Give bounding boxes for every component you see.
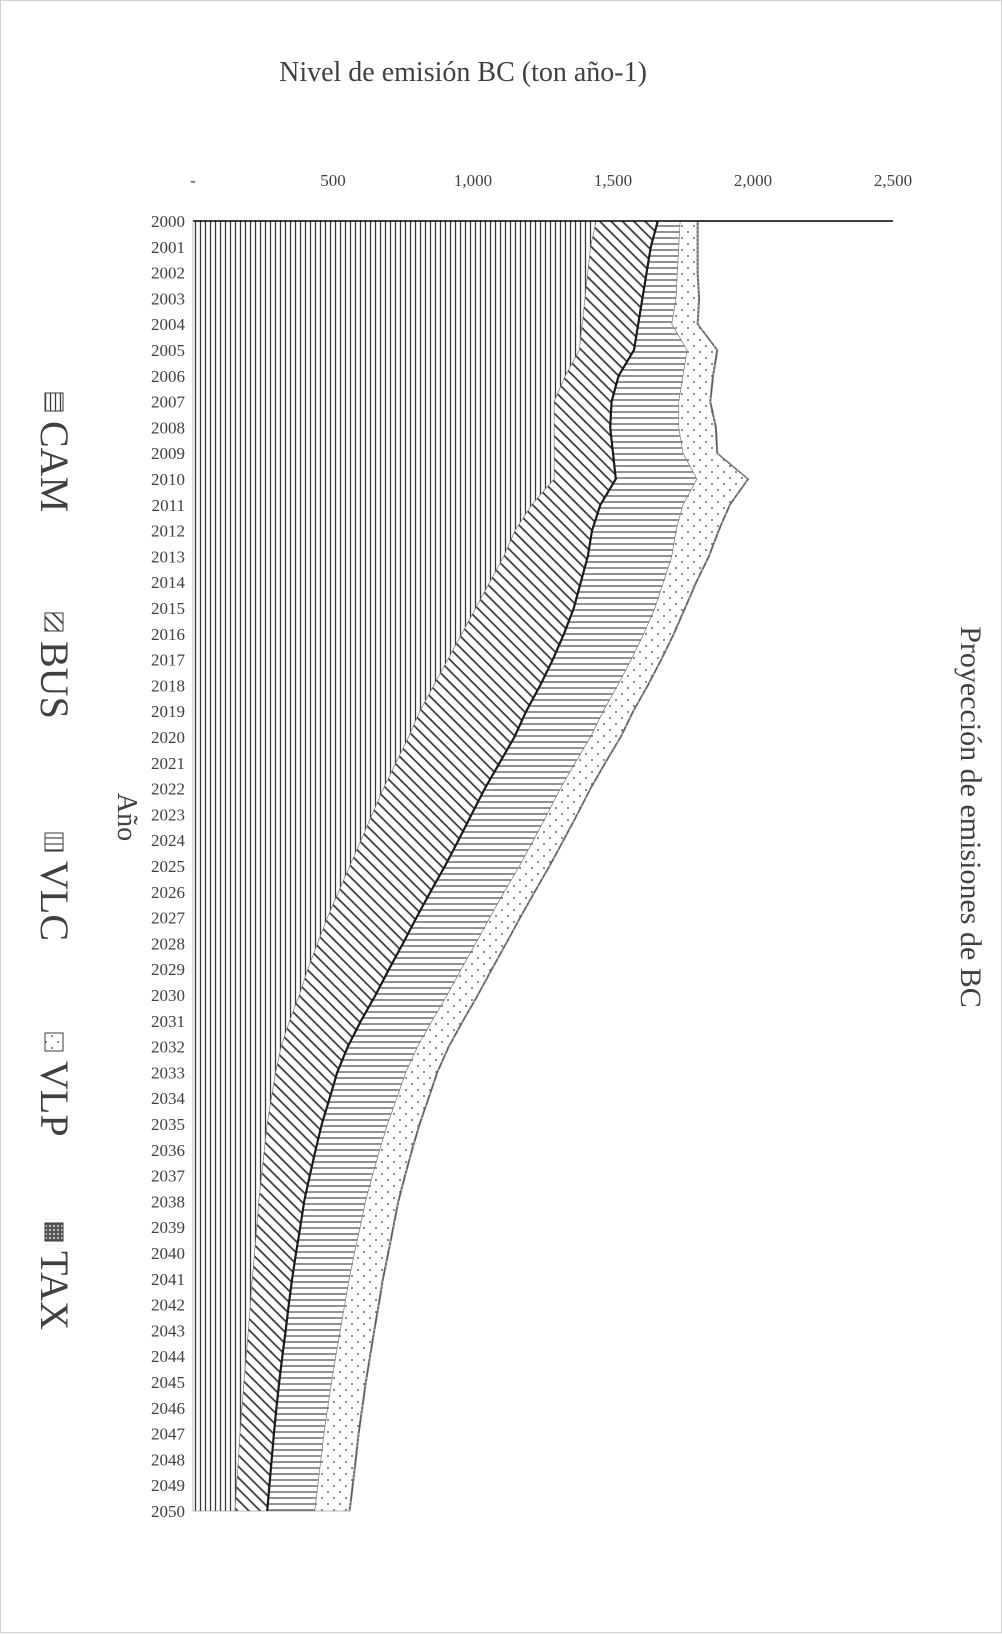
x-tick-label: 2014 xyxy=(151,573,186,592)
x-tick-label: 2007 xyxy=(151,393,186,412)
legend-swatch-tax xyxy=(44,1222,64,1242)
x-tick-label: 2032 xyxy=(151,1038,185,1057)
legend-label-tax: TAX xyxy=(32,1251,77,1330)
x-tick-label: 2041 xyxy=(151,1270,185,1289)
x-tick-label: 2034 xyxy=(151,1089,186,1108)
legend-swatch-vlc xyxy=(44,832,64,852)
x-tick-label: 2029 xyxy=(151,960,185,979)
legend-swatch-vlp xyxy=(44,1032,64,1052)
legend-label-bus: BUS xyxy=(32,641,77,719)
x-tick-label: 2049 xyxy=(151,1476,185,1495)
x-tick-label: 2044 xyxy=(151,1347,186,1366)
y-axis-title: Nivel de emisión BC (ton año-1) xyxy=(279,57,647,88)
x-tick-label: 2019 xyxy=(151,702,185,721)
x-tick-label: 2038 xyxy=(151,1192,185,1211)
legend-label-vlp: VLP xyxy=(32,1061,77,1137)
x-tick-label: 2043 xyxy=(151,1321,185,1340)
plot-area: - 500 1,000 1,500 2,000 2,500 2000 2001 2002 2003… xyxy=(151,171,912,1521)
x-axis-title: Año xyxy=(111,793,142,841)
y-tick-label: 1,500 xyxy=(594,171,632,190)
x-tick-label: 2026 xyxy=(151,883,185,902)
x-tick-label: 2027 xyxy=(151,909,186,928)
y-tick-label: 1,000 xyxy=(454,171,492,190)
x-tick-label: 2008 xyxy=(151,418,185,437)
x-tick-label: 2001 xyxy=(151,238,185,257)
x-tick-label: 2042 xyxy=(151,1296,185,1315)
x-tick-label: 2010 xyxy=(151,470,185,489)
x-tick-label: 2020 xyxy=(151,728,185,747)
x-tick-label: 2039 xyxy=(151,1218,185,1237)
x-tick-label: 2028 xyxy=(151,934,185,953)
legend-label-cam: CAM xyxy=(32,421,77,512)
x-tick-label: 2015 xyxy=(151,599,185,618)
y-tick-label: 2,500 xyxy=(874,171,912,190)
legend: CAM BUS VLC VLP TAX xyxy=(32,392,77,1330)
x-tick-label: 2006 xyxy=(151,367,185,386)
x-tick-label: 2002 xyxy=(151,264,185,283)
x-tick-label: 2009 xyxy=(151,444,185,463)
x-tick-label: 2050 xyxy=(151,1502,185,1521)
x-tick-label: 2024 xyxy=(151,831,186,850)
x-tick-label: 2012 xyxy=(151,522,185,541)
x-tick-label: 2030 xyxy=(151,986,185,1005)
x-tick-label: 2017 xyxy=(151,651,186,670)
x-tick-label: 2045 xyxy=(151,1373,185,1392)
x-tick-label: 2004 xyxy=(151,315,186,334)
x-tick-label: 2003 xyxy=(151,289,185,308)
x-tick-label: 2031 xyxy=(151,1012,185,1031)
bus-upper-boundary-line xyxy=(266,220,659,1512)
x-tick-label: 2011 xyxy=(152,496,185,515)
area-series-tax xyxy=(348,220,750,1512)
x-tick-label: 2037 xyxy=(151,1167,186,1186)
x-tick-label: 2005 xyxy=(151,341,185,360)
x-tick-label: 2023 xyxy=(151,805,185,824)
x-tick-label: 2016 xyxy=(151,625,185,644)
x-tick-label: 2013 xyxy=(151,547,185,566)
x-tick-label: 2021 xyxy=(151,754,185,773)
y-tick-label: 500 xyxy=(320,171,346,190)
x-tick-label: 2000 xyxy=(151,212,185,231)
legend-swatch-cam xyxy=(44,392,64,412)
y-tick-label: - xyxy=(190,171,196,190)
legend-swatch-bus xyxy=(44,612,64,632)
x-tick-label: 2040 xyxy=(151,1244,185,1263)
x-tick-label: 2048 xyxy=(151,1450,185,1469)
x-tick-label: 2025 xyxy=(151,857,185,876)
x-tick-label: 2022 xyxy=(151,780,185,799)
x-tick-label: 2035 xyxy=(151,1115,185,1134)
x-tick-label: 2018 xyxy=(151,676,185,695)
legend-label-vlc: VLC xyxy=(32,861,77,941)
y-tick-label: 2,000 xyxy=(734,171,772,190)
x-tick-label: 2033 xyxy=(151,1063,185,1082)
x-tick-label: 2047 xyxy=(151,1425,186,1444)
x-tick-label: 2036 xyxy=(151,1141,185,1160)
chart-title: Proyección de emisiones de BC xyxy=(954,626,987,1008)
x-tick-label: 2046 xyxy=(151,1399,185,1418)
